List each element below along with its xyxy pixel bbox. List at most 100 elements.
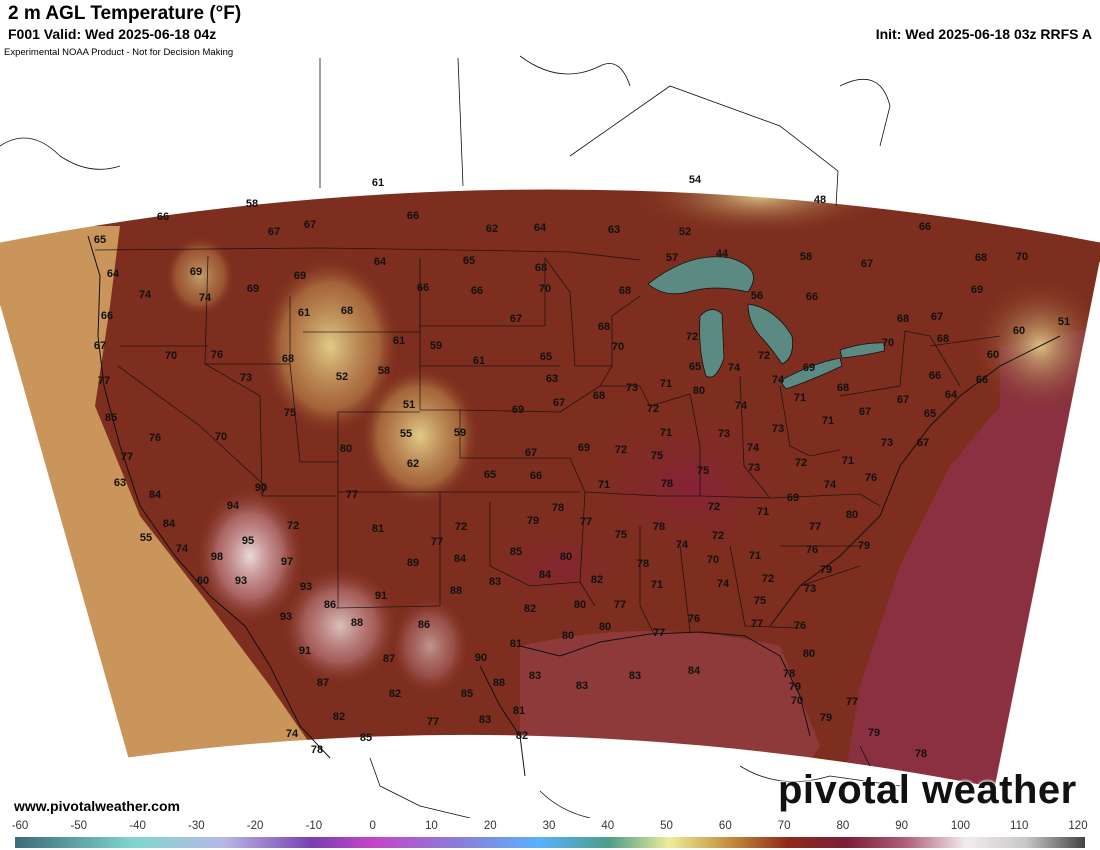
temp-label: 83 <box>479 714 491 726</box>
temp-label: 67 <box>931 311 943 323</box>
temp-label: 83 <box>576 680 588 692</box>
temp-label: 77 <box>614 599 626 611</box>
temp-label: 80 <box>340 443 352 455</box>
temp-label: 66 <box>976 374 988 386</box>
temp-label: 80 <box>562 630 574 642</box>
temp-label: 65 <box>924 408 936 420</box>
temp-label: 85 <box>510 546 522 558</box>
temp-label: 51 <box>403 399 415 411</box>
temp-label: 79 <box>820 564 832 576</box>
temp-label: 97 <box>281 556 293 568</box>
temp-label: 69 <box>971 284 983 296</box>
temp-label: 74 <box>772 374 785 386</box>
temp-label: 72 <box>708 501 720 513</box>
temp-label: 80 <box>803 648 815 660</box>
colorbar-tick-label: -10 <box>305 820 323 832</box>
temp-label: 76 <box>865 472 877 484</box>
temp-label: 61 <box>393 335 405 347</box>
temp-label: 70 <box>612 341 624 353</box>
temp-label: 81 <box>372 523 384 535</box>
temp-label: 74 <box>199 292 212 304</box>
temp-label: 74 <box>747 442 760 454</box>
temp-label: 75 <box>754 595 766 607</box>
temp-label: 82 <box>524 603 536 615</box>
temp-label: 77 <box>121 451 133 463</box>
temp-label: 77 <box>346 489 358 501</box>
temp-label: 65 <box>689 361 701 373</box>
temp-label: 68 <box>897 313 909 325</box>
domain-edge <box>0 188 1100 789</box>
temp-label: 70 <box>707 554 719 566</box>
colorbar-tick-label: 20 <box>483 820 497 832</box>
temp-label: 73 <box>626 382 638 394</box>
map-title: 2 m AGL Temperature (°F) <box>8 3 242 24</box>
temp-label: 67 <box>304 219 316 231</box>
temp-label: 72 <box>287 520 299 532</box>
temp-label: 77 <box>751 618 763 630</box>
temp-label: 67 <box>268 226 280 238</box>
temp-label: 78 <box>653 521 665 533</box>
colorbar-tick-label: 80 <box>836 820 850 832</box>
temp-label: 66 <box>157 211 169 223</box>
temp-label: 91 <box>375 590 387 602</box>
valid-time: F001 Valid: Wed 2025-06-18 04z <box>8 26 217 42</box>
temp-label: 68 <box>598 321 610 333</box>
temp-label: 77 <box>580 516 592 528</box>
temp-label: 70 <box>791 695 803 707</box>
temp-label: 59 <box>454 427 466 439</box>
temp-label: 68 <box>341 305 353 317</box>
temp-label: 71 <box>757 506 769 518</box>
temp-label: 81 <box>510 638 522 650</box>
temp-label: 66 <box>919 221 931 233</box>
website-url[interactable]: www.pivotalweather.com <box>14 798 180 814</box>
temp-label: 72 <box>712 530 724 542</box>
temp-label: 68 <box>937 333 949 345</box>
temp-label: 80 <box>846 509 858 521</box>
temp-label: 64 <box>534 222 547 234</box>
temp-label: 80 <box>693 385 705 397</box>
temp-label: 67 <box>861 258 873 270</box>
temp-label: 79 <box>858 540 870 552</box>
temp-label: 68 <box>282 353 294 365</box>
temp-label: 75 <box>615 529 627 541</box>
temp-label: 86 <box>324 599 336 611</box>
temp-label: 69 <box>787 492 799 504</box>
temp-label: 65 <box>94 234 106 246</box>
temp-label: 82 <box>333 711 345 723</box>
brand-logo: pivotal weather <box>778 768 1077 812</box>
temp-label: 76 <box>688 613 700 625</box>
temp-label: 75 <box>697 465 709 477</box>
temp-label: 79 <box>868 727 880 739</box>
temp-label: 85 <box>360 732 372 744</box>
colorbar-tick-label: 40 <box>601 820 615 832</box>
temp-label: 56 <box>751 290 763 302</box>
temp-label: 79 <box>789 681 801 693</box>
temp-label: 61 <box>372 177 384 189</box>
coastline <box>87 235 1061 777</box>
temp-label: 72 <box>686 331 698 343</box>
temp-label: 84 <box>539 569 552 581</box>
temp-label: 48 <box>814 194 826 206</box>
temp-label: 87 <box>383 653 395 665</box>
temp-label: 67 <box>917 437 929 449</box>
temp-label: 77 <box>653 627 665 639</box>
temp-label: 77 <box>809 521 821 533</box>
temperature-map[interactable]: 61 54 58 66 66 48 67 67 62 64 63 52 66 65 58 67 68 70 64 69… <box>0 46 1100 818</box>
temp-label: 87 <box>317 677 329 689</box>
temp-label: 90 <box>255 482 267 494</box>
temp-label: 66 <box>929 370 941 382</box>
temp-label: 74 <box>717 578 730 590</box>
colorbar-tick-label: 110 <box>1010 820 1029 832</box>
colorbar-tick-label: 60 <box>718 820 732 832</box>
temp-label: 72 <box>615 444 627 456</box>
temp-label: 93 <box>300 581 312 593</box>
state-boundaries <box>94 247 1001 637</box>
temp-label: 69 <box>294 270 306 282</box>
temp-label: 55 <box>400 428 412 440</box>
temp-label: 76 <box>149 432 161 444</box>
temp-label: 71 <box>822 415 834 427</box>
temp-label: 67 <box>553 397 565 409</box>
temp-label: 78 <box>661 478 673 490</box>
temp-label: 65 <box>540 351 552 363</box>
